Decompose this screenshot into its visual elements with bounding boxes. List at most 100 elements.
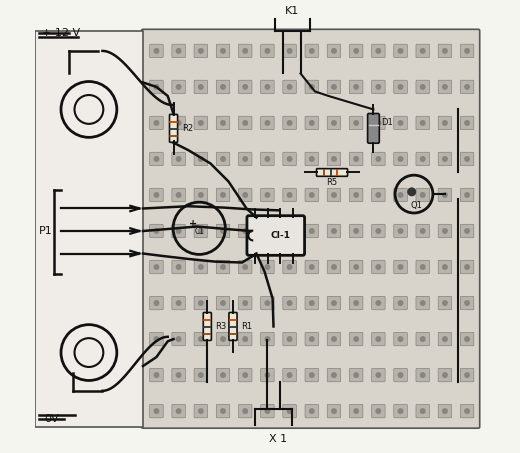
Circle shape (443, 265, 447, 269)
FancyBboxPatch shape (261, 333, 274, 346)
FancyBboxPatch shape (261, 368, 274, 382)
Circle shape (421, 85, 425, 89)
FancyBboxPatch shape (172, 333, 186, 346)
Circle shape (332, 120, 336, 125)
FancyBboxPatch shape (150, 80, 163, 94)
FancyBboxPatch shape (349, 44, 363, 58)
FancyBboxPatch shape (150, 188, 163, 202)
Circle shape (443, 337, 447, 341)
Circle shape (243, 229, 248, 233)
Circle shape (265, 48, 270, 53)
Circle shape (243, 193, 248, 197)
FancyBboxPatch shape (216, 224, 230, 238)
Circle shape (309, 265, 314, 269)
Circle shape (354, 193, 358, 197)
Circle shape (398, 373, 403, 377)
FancyBboxPatch shape (216, 405, 230, 418)
Circle shape (354, 85, 358, 89)
Circle shape (376, 120, 381, 125)
Circle shape (243, 409, 248, 413)
Circle shape (376, 229, 381, 233)
Text: D1: D1 (382, 118, 393, 127)
FancyBboxPatch shape (283, 224, 296, 238)
FancyBboxPatch shape (261, 152, 274, 166)
Circle shape (354, 120, 358, 125)
FancyBboxPatch shape (170, 115, 178, 142)
Bar (35, 31, 143, 427)
FancyBboxPatch shape (394, 333, 407, 346)
FancyBboxPatch shape (194, 260, 207, 274)
FancyBboxPatch shape (261, 116, 274, 130)
FancyBboxPatch shape (305, 80, 319, 94)
Circle shape (243, 157, 248, 161)
Circle shape (354, 229, 358, 233)
FancyBboxPatch shape (349, 116, 363, 130)
Circle shape (465, 265, 470, 269)
Circle shape (421, 229, 425, 233)
Circle shape (465, 48, 470, 53)
FancyBboxPatch shape (150, 296, 163, 310)
FancyBboxPatch shape (327, 188, 341, 202)
FancyBboxPatch shape (172, 152, 186, 166)
FancyBboxPatch shape (394, 188, 407, 202)
FancyBboxPatch shape (194, 80, 207, 94)
Circle shape (309, 301, 314, 305)
Circle shape (221, 409, 225, 413)
Circle shape (465, 120, 470, 125)
Circle shape (309, 157, 314, 161)
FancyBboxPatch shape (438, 224, 452, 238)
FancyBboxPatch shape (283, 152, 296, 166)
FancyBboxPatch shape (283, 260, 296, 274)
Circle shape (199, 157, 203, 161)
Circle shape (288, 301, 292, 305)
Circle shape (288, 409, 292, 413)
Circle shape (221, 85, 225, 89)
FancyBboxPatch shape (372, 224, 385, 238)
Circle shape (465, 193, 470, 197)
FancyBboxPatch shape (394, 116, 407, 130)
Circle shape (199, 120, 203, 125)
Circle shape (398, 157, 403, 161)
Text: R1: R1 (241, 322, 252, 331)
Circle shape (199, 229, 203, 233)
FancyBboxPatch shape (349, 152, 363, 166)
FancyBboxPatch shape (239, 116, 252, 130)
FancyBboxPatch shape (317, 169, 347, 176)
Circle shape (176, 373, 181, 377)
Circle shape (265, 373, 270, 377)
FancyBboxPatch shape (194, 368, 207, 382)
Circle shape (354, 157, 358, 161)
Circle shape (221, 193, 225, 197)
FancyBboxPatch shape (283, 44, 296, 58)
FancyBboxPatch shape (172, 44, 186, 58)
FancyBboxPatch shape (194, 44, 207, 58)
Circle shape (443, 193, 447, 197)
FancyBboxPatch shape (305, 296, 319, 310)
Circle shape (376, 409, 381, 413)
FancyBboxPatch shape (416, 296, 430, 310)
FancyBboxPatch shape (216, 368, 230, 382)
Circle shape (199, 301, 203, 305)
FancyBboxPatch shape (438, 368, 452, 382)
Circle shape (288, 85, 292, 89)
FancyBboxPatch shape (283, 116, 296, 130)
Circle shape (265, 120, 270, 125)
Circle shape (354, 265, 358, 269)
FancyBboxPatch shape (261, 260, 274, 274)
Circle shape (354, 301, 358, 305)
FancyBboxPatch shape (372, 405, 385, 418)
Circle shape (265, 337, 270, 341)
FancyBboxPatch shape (394, 368, 407, 382)
FancyBboxPatch shape (305, 188, 319, 202)
FancyBboxPatch shape (438, 296, 452, 310)
FancyBboxPatch shape (460, 368, 474, 382)
Circle shape (154, 85, 159, 89)
Circle shape (176, 193, 181, 197)
FancyBboxPatch shape (194, 152, 207, 166)
FancyBboxPatch shape (172, 80, 186, 94)
FancyBboxPatch shape (172, 368, 186, 382)
FancyBboxPatch shape (349, 260, 363, 274)
Circle shape (443, 373, 447, 377)
FancyBboxPatch shape (416, 188, 430, 202)
Circle shape (243, 85, 248, 89)
